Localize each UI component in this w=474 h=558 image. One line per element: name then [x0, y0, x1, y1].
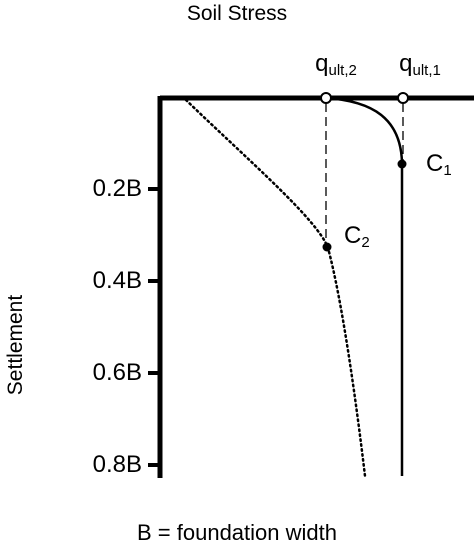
tick-label-0-2b: 0.2B: [92, 175, 142, 202]
tick-label-0-8b: 0.8B: [92, 451, 142, 478]
c1-label: C1: [426, 150, 452, 179]
c2-point: [322, 242, 332, 252]
diagram-title: Soil Stress: [186, 2, 288, 25]
qult1-label: qult,1: [399, 50, 441, 79]
curve-2: [184, 98, 367, 478]
c2-label: C2: [344, 222, 370, 251]
tick-label-0-6b: 0.6B: [92, 359, 142, 386]
qult2-label: qult,2: [315, 50, 357, 79]
caption: B = foundation width: [137, 520, 337, 545]
qult1-point: [397, 92, 409, 104]
c1-point: [397, 159, 407, 169]
curve-1: [325, 96, 404, 476]
qult2-point: [320, 92, 332, 104]
tick-label-0-4b: 0.4B: [92, 267, 142, 294]
